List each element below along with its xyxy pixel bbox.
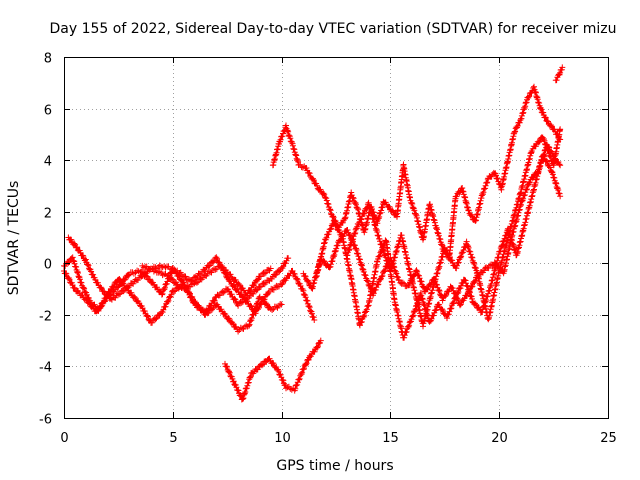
x-tick-label: 20	[491, 431, 508, 446]
series-track-j	[552, 64, 566, 84]
data-point-markers	[269, 83, 564, 262]
x-tick-label: 25	[600, 431, 617, 446]
y-tick-label: 2	[44, 207, 52, 222]
data-point-markers	[552, 64, 566, 84]
y-axis-label: SDTVAR / TECUs	[6, 181, 22, 296]
data-point-markers	[222, 337, 324, 403]
x-axis-ticks: 0 5 10 15 20 25	[60, 57, 617, 446]
series-track-e	[222, 337, 324, 403]
y-tick-label: 8	[44, 52, 52, 67]
plot-frame	[64, 57, 609, 419]
data-points	[61, 64, 566, 403]
x-tick-label: 5	[169, 431, 177, 446]
data-point-markers	[139, 262, 274, 299]
x-tick-label: 10	[274, 431, 291, 446]
y-tick-label: 6	[44, 104, 52, 119]
y-tick-label: 0	[44, 258, 52, 273]
y-tick-label: 4	[44, 155, 52, 170]
y-tick-label: -2	[39, 310, 52, 325]
data-point-markers	[343, 126, 564, 330]
chart-title: Day 155 of 2022, Sidereal Day-to-day VTE…	[50, 21, 617, 37]
grid-lines	[64, 57, 608, 418]
y-tick-label: -6	[39, 413, 52, 428]
series-track-i	[343, 126, 564, 330]
x-tick-label: 0	[60, 431, 68, 446]
y-tick-label: -4	[39, 361, 52, 376]
x-axis-label: GPS time / hours	[276, 458, 393, 474]
x-tick-label: 15	[382, 431, 399, 446]
series-track-d	[139, 262, 274, 299]
y-axis-ticks: -6 -4 -2 0 2 4 6 8	[39, 52, 608, 428]
series-track-f	[269, 83, 564, 262]
